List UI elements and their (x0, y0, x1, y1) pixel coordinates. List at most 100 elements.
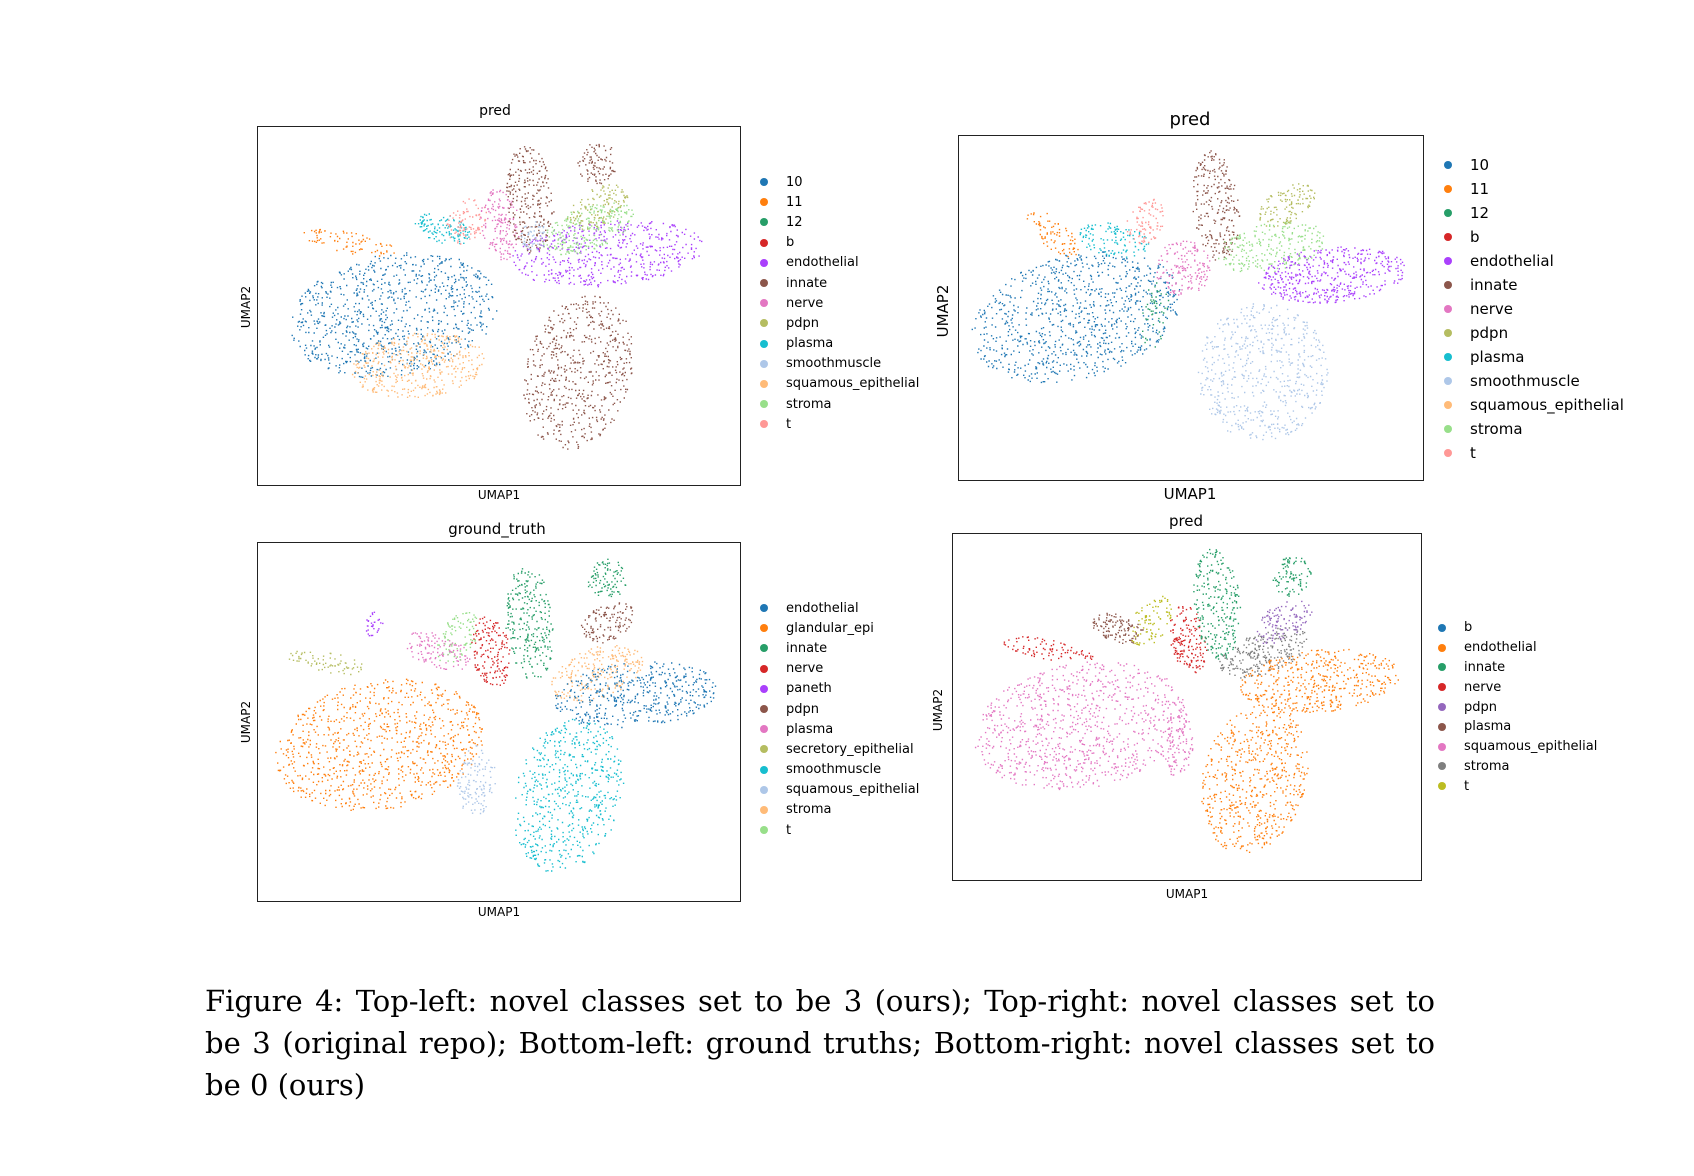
legend-label: stroma (786, 802, 832, 818)
legend-label: pdpn (786, 315, 819, 331)
legend-marker (1444, 305, 1452, 313)
cluster-nerve (471, 616, 511, 686)
cluster-squamous_epithelial (351, 332, 485, 398)
legend-marker (760, 299, 768, 308)
legend-label: endothelial (1464, 640, 1537, 656)
cluster-stroma (551, 645, 644, 703)
legend-marker (1438, 722, 1446, 731)
scatter-points (1193, 548, 1242, 660)
scatter-points (1131, 595, 1172, 646)
legend-item: t (760, 414, 919, 434)
cluster-endothelial (555, 661, 717, 729)
scatter-points (1003, 636, 1094, 661)
cluster-nerve (480, 189, 522, 261)
legend-label: secretory_epithelial (786, 741, 914, 757)
legend-marker (1438, 623, 1446, 632)
plot-title: pred (1168, 512, 1204, 530)
legend-item: b (1438, 618, 1597, 638)
legend-item: endothelial (760, 253, 919, 273)
legend-item: pdpn (1438, 697, 1597, 717)
legend-marker (1444, 233, 1452, 241)
legend-item: squamous_epithelial (760, 780, 919, 800)
cluster-11 (1026, 212, 1079, 258)
legend-label: 12 (786, 214, 803, 230)
legend-marker (760, 765, 768, 774)
legend-label: squamous_epithelial (1470, 396, 1624, 414)
legend-label: nerve (786, 661, 824, 677)
legend-label: plasma (786, 336, 834, 352)
cluster-smoothmuscle (1197, 303, 1329, 441)
plot-title: pred (479, 103, 511, 119)
cluster-innate (506, 146, 555, 254)
legend-marker (760, 624, 768, 633)
cluster-paneth (365, 611, 384, 637)
legend-item: innate (760, 273, 919, 293)
legend-marker (760, 684, 768, 693)
legend-label: t (1470, 444, 1476, 462)
legend-label: 10 (786, 174, 803, 190)
legend-label: squamous_epithelial (786, 782, 920, 798)
plot-title: ground_truth (448, 520, 546, 538)
scatter-points (971, 250, 1181, 384)
scatter-points (1170, 606, 1208, 674)
cluster-innate (577, 143, 616, 185)
figure-caption: Figure 4: Top-left: novel classes set to… (205, 984, 1435, 1102)
legend-item: smoothmuscle (760, 354, 919, 374)
scatter-points (587, 558, 627, 598)
cluster-10 (971, 250, 1181, 384)
legend-marker (760, 178, 768, 187)
legend-label: t (1464, 778, 1470, 794)
legend-item: nerve (1438, 677, 1597, 697)
scatter-points (1240, 648, 1399, 713)
scatter-points (1219, 627, 1308, 679)
cluster-squamous_epithelial (1165, 708, 1194, 776)
scatter-points (1258, 246, 1405, 304)
cluster-stroma (1218, 221, 1325, 273)
cluster-t (446, 198, 487, 245)
legend-label: innate (1464, 659, 1506, 675)
legend-item: 12 (760, 212, 919, 232)
scatter-points (512, 220, 703, 288)
legend-marker (1444, 377, 1452, 385)
scatter-points (351, 332, 485, 398)
scatter-points (1126, 198, 1164, 245)
legend-marker (1444, 161, 1452, 169)
cluster-plasma (414, 213, 471, 245)
legend-marker (1444, 401, 1452, 409)
legend-item: nerve (1444, 297, 1624, 321)
scatter-points (551, 645, 644, 703)
x-axis-label: UMAP1 (1163, 485, 1217, 503)
cluster-endothelial (512, 220, 703, 288)
scatter-points (1165, 708, 1194, 776)
y-axis-label: UMAP2 (931, 688, 945, 732)
legend-marker (760, 279, 768, 288)
legend-marker (1444, 425, 1452, 433)
legend-item: stroma (1444, 417, 1624, 441)
legend-item: secretory_epithelial (760, 739, 919, 759)
legend-label: squamous_epithelial (1464, 739, 1598, 755)
legend-label: b (1470, 228, 1480, 246)
legend-marker (760, 258, 768, 267)
legend-marker (760, 805, 768, 814)
legend-item: t (760, 820, 919, 840)
cluster-nerve (1156, 240, 1211, 296)
legend-label: t (786, 416, 792, 432)
scatter-points (446, 198, 487, 245)
scatter-points (505, 568, 554, 679)
legend-item: paneth (760, 679, 919, 699)
cluster-squamous_epithelial (974, 661, 1188, 791)
legend-label: nerve (1464, 679, 1502, 695)
cluster-nerve (1170, 606, 1208, 674)
legend-marker (1438, 643, 1446, 652)
legend-item: endothelial (760, 598, 919, 618)
scatter-points (1079, 222, 1150, 258)
cluster-plasma (406, 632, 471, 670)
legend-item: t (1444, 441, 1624, 465)
x-axis-label: UMAP1 (477, 488, 521, 502)
legend-marker (760, 785, 768, 794)
legend-item: innate (1438, 658, 1597, 678)
scatter-points (275, 678, 483, 811)
legend-label: smoothmuscle (1470, 372, 1580, 390)
cluster-pdpn (580, 602, 634, 644)
scatter-points (515, 718, 625, 872)
